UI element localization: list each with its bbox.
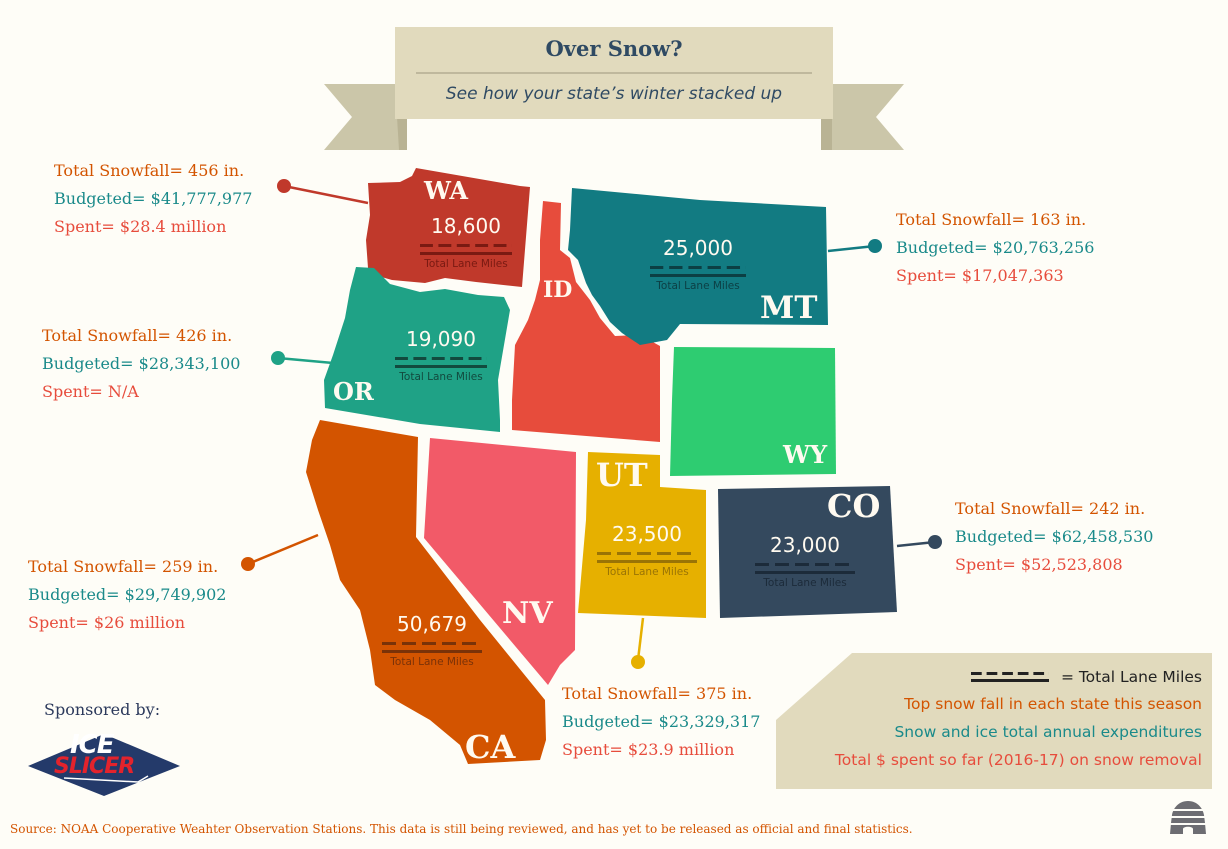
spent-text: Spent= $17,047,363 (896, 266, 1064, 285)
state-label-wy: WY (783, 440, 828, 469)
snowfall-text: Total Snowfall= 259 in. (28, 557, 219, 576)
lane-miles-label: Total Lane Miles (605, 566, 689, 578)
snowfall-text: Total Snowfall= 242 in. (955, 499, 1146, 518)
legend-snowfall: Top snow fall in each state this season (904, 695, 1202, 713)
solid-rule (395, 365, 487, 368)
banner-divider (416, 72, 812, 74)
state-label-or: OR (333, 377, 374, 406)
legend-lane-miles-text: = Total Lane Miles (1060, 668, 1202, 686)
lane-miles-label: Total Lane Miles (424, 258, 508, 270)
info-co: Total Snowfall= 242 in. Budgeted= $62,45… (955, 495, 1153, 579)
snowfall-text: Total Snowfall= 163 in. (896, 210, 1087, 229)
lane-miles-ca: 50,679 Total Lane Miles (382, 612, 482, 668)
legend-budgeted: Snow and ice total annual expenditures (894, 723, 1202, 741)
legend-lane-miles: = Total Lane Miles (780, 664, 1202, 690)
logo-text-ice: ICE (70, 730, 115, 760)
spent-text: Spent= $26 million (28, 613, 186, 632)
solid-rule (382, 650, 482, 653)
lane-miles-value: 18,600 (431, 214, 501, 238)
state-label-ca: CA (465, 728, 516, 766)
spent-text: Spent= N/A (42, 382, 139, 401)
snowfall-text: Total Snowfall= 375 in. (562, 684, 753, 703)
info-mt: Total Snowfall= 163 in. Budgeted= $20,76… (896, 206, 1094, 290)
lane-miles-label: Total Lane Miles (656, 280, 740, 292)
solid-rule (420, 252, 512, 255)
logo-text-slicer: SLICER (54, 754, 135, 779)
solid-rule (597, 560, 697, 563)
lane-miles-label: Total Lane Miles (763, 577, 847, 589)
lane-miles-value: 50,679 (397, 612, 467, 636)
source-note: Source: NOAA Cooperative Weahter Observa… (10, 822, 913, 836)
budgeted-text: Budgeted= $28,343,100 (42, 354, 241, 373)
dashed-rule (420, 244, 512, 247)
state-label-nv: NV (502, 596, 553, 631)
info-wa: Total Snowfall= 456 in. Budgeted= $41,77… (54, 157, 252, 241)
ice-slicer-logo-icon (28, 734, 180, 796)
sponsor-logo[interactable]: ICE SLICER (28, 730, 180, 800)
budgeted-text: Budgeted= $23,329,317 (562, 712, 761, 731)
state-label-wa: WA (424, 176, 469, 205)
solid-rule (650, 274, 746, 277)
lane-miles-value: 19,090 (406, 327, 476, 351)
lane-miles-label: Total Lane Miles (399, 371, 483, 383)
budgeted-text: Budgeted= $41,777,977 (54, 189, 253, 208)
lane-miles-value: 23,500 (612, 522, 682, 546)
lane-miles-value: 25,000 (663, 236, 733, 260)
lane-miles-or: 19,090 Total Lane Miles (395, 327, 487, 383)
lane-miles-symbol (970, 672, 1049, 682)
page-title: Over Snow? (545, 36, 683, 61)
page-subtitle: See how your state’s winter stacked up (445, 84, 783, 104)
legend-spent: Total $ spent so far (2016-17) on snow r… (834, 751, 1202, 769)
lane-miles-value: 23,000 (770, 533, 840, 557)
sponsor-label: Sponsored by: (44, 700, 161, 719)
info-ca: Total Snowfall= 259 in. Budgeted= $29,74… (28, 553, 226, 637)
budgeted-text: Budgeted= $20,763,256 (896, 238, 1095, 257)
snowfall-text: Total Snowfall= 426 in. (42, 326, 233, 345)
dashed-rule (382, 642, 482, 645)
state-label-id: ID (543, 277, 573, 303)
lane-miles-mt: 25,000 Total Lane Miles (650, 236, 746, 292)
dashed-rule (395, 357, 487, 360)
spent-text: Spent= $52,523,808 (955, 555, 1123, 574)
budgeted-text: Budgeted= $62,458,530 (955, 527, 1154, 546)
snowfall-text: Total Snowfall= 456 in. (54, 161, 245, 180)
beehive-icon (1170, 801, 1206, 834)
state-label-ut: UT (596, 456, 648, 494)
lane-miles-co: 23,000 Total Lane Miles (755, 533, 855, 589)
budgeted-text: Budgeted= $29,749,902 (28, 585, 227, 604)
dashed-rule (755, 563, 855, 566)
info-ut: Total Snowfall= 375 in. Budgeted= $23,32… (562, 680, 760, 764)
spent-text: Spent= $28.4 million (54, 217, 227, 236)
solid-rule (755, 571, 855, 574)
info-or: Total Snowfall= 426 in. Budgeted= $28,34… (42, 322, 240, 406)
dashed-rule (597, 552, 697, 555)
lane-miles-ut: 23,500 Total Lane Miles (597, 522, 697, 578)
legend: = Total Lane Miles Top snow fall in each… (780, 664, 1202, 774)
state-label-co: CO (827, 487, 881, 525)
lane-miles-wa: 18,600 Total Lane Miles (420, 214, 512, 270)
state-label-mt: MT (760, 290, 818, 326)
spent-text: Spent= $23.9 million (562, 740, 735, 759)
dashed-rule (650, 266, 746, 269)
lane-miles-label: Total Lane Miles (390, 656, 474, 668)
